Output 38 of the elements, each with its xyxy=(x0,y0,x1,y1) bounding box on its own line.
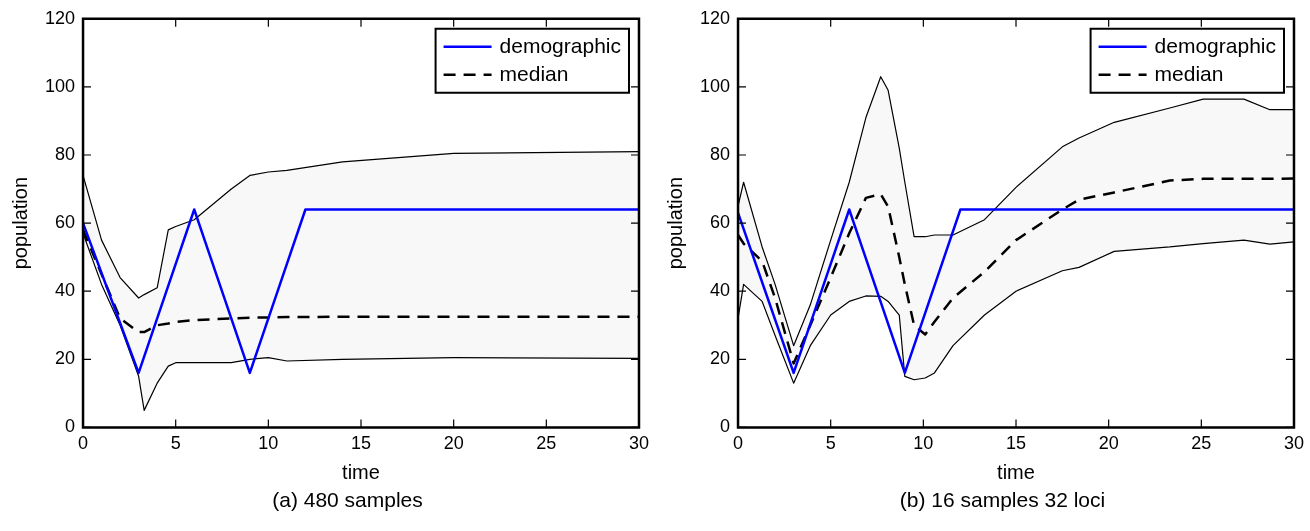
y-tick-label: 40 xyxy=(55,280,76,301)
y-tick-label: 20 xyxy=(710,348,731,369)
y-tick-label: 20 xyxy=(55,348,76,369)
x-tick-label: 5 xyxy=(170,433,181,454)
y-tick-label: 120 xyxy=(44,7,76,28)
legend-label: demographic xyxy=(1154,33,1276,57)
y-tick-label: 60 xyxy=(55,212,76,233)
x-tick-label: 10 xyxy=(913,433,934,454)
y-tick-label: 100 xyxy=(44,75,76,96)
y-tick-label: 40 xyxy=(710,280,731,301)
x-tick-label: 0 xyxy=(78,433,89,454)
y-tick-label: 60 xyxy=(710,212,731,233)
y-axis-title: population xyxy=(8,176,31,270)
x-tick-label: 15 xyxy=(351,433,372,454)
x-tick-label: 10 xyxy=(258,433,279,454)
x-tick-label: 20 xyxy=(1098,433,1119,454)
x-tick-label: 25 xyxy=(1191,433,1212,454)
y-axis-title: population xyxy=(663,176,686,270)
x-axis-title: time xyxy=(342,460,380,483)
y-tick-label: 100 xyxy=(699,75,731,96)
y-tick-label: 0 xyxy=(65,416,76,437)
x-tick-label: 25 xyxy=(536,433,557,454)
text: (a) 480 samples xyxy=(271,488,424,512)
x-tick-label: 5 xyxy=(825,433,836,454)
x-tick-label: 30 xyxy=(628,433,649,454)
x-tick-label: 30 xyxy=(1283,433,1304,454)
x-tick-label: 0 xyxy=(733,433,744,454)
x-tick-label: 20 xyxy=(443,433,464,454)
x-axis-title: time xyxy=(997,460,1035,483)
y-tick-label: 120 xyxy=(699,7,731,28)
legend-label: demographic xyxy=(499,33,621,57)
legend-label: median xyxy=(499,61,569,85)
y-tick-label: 80 xyxy=(55,143,76,164)
x-tick-label: 15 xyxy=(1006,433,1027,454)
y-tick-label: 0 xyxy=(720,416,731,437)
legend-label: median xyxy=(1154,61,1224,85)
text: (b) 16 samples 32 loci xyxy=(898,488,1107,512)
y-tick-label: 80 xyxy=(710,143,731,164)
